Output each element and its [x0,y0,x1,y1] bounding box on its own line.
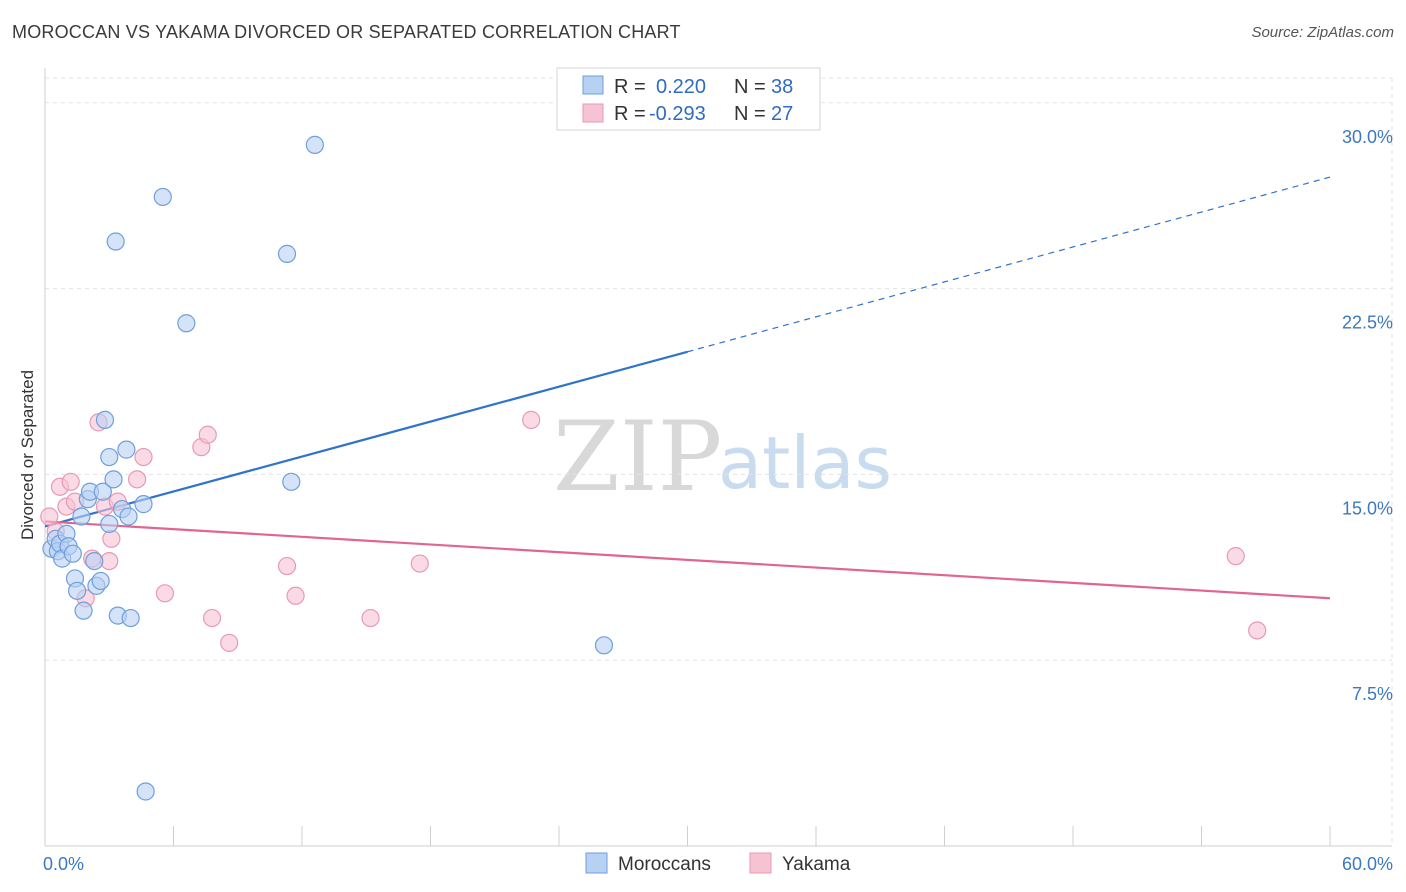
bottom-legend-swatch-yakama [749,852,772,874]
legend-n-label-1: N = [734,76,766,98]
yakama-point [361,608,380,628]
moroccans-point [121,608,140,628]
trend-line-yakama [44,520,1331,600]
moroccans-point [74,601,93,620]
moroccans-point [305,135,324,154]
moroccans-point [136,782,155,801]
legend-r-value-1: 0.220 [656,76,706,98]
bottom-legend-yakama: Yakama [782,854,851,875]
yakama-point [155,584,175,603]
moroccans-point [134,495,153,514]
yakama-point [522,410,541,429]
yakama-point [277,556,297,576]
moroccans-point [85,551,104,571]
yakama-point [127,470,147,489]
grid-lines [45,77,1393,846]
x-tick-label-min: 0.0% [43,854,84,874]
legend-swatch-moroccans [582,75,604,95]
x-tick-labels: 0.0% 60.0% [43,854,1393,874]
legend-n-value-1: 38 [771,76,793,98]
moroccans-point [95,410,115,429]
y-tick-label: 15.0% [1342,498,1393,518]
yakama-point [61,472,80,491]
moroccans-point [177,314,196,333]
trend-line-extension-moroccans [687,176,1331,353]
y-axis-label: Divorced or Separated [18,370,37,540]
moroccans-point [594,636,614,655]
yakama-point [1248,621,1267,640]
yakama-point [102,529,121,548]
yakama-point [220,633,239,652]
y-tick-label: 30.0% [1342,127,1393,147]
y-tick-label: 22.5% [1342,313,1393,333]
data-points [40,135,1267,801]
x-tick-label-max: 60.0% [1342,854,1393,874]
moroccans-point [91,571,110,591]
yakama-point [410,554,429,573]
bottom-legend-moroccans: Moroccans [618,854,711,875]
legend-r-value-2: -0.293 [649,103,706,125]
moroccans-point [104,470,123,489]
series-legend: Moroccans Yakama [585,852,851,875]
legend-r-label-2: R = [614,103,646,125]
yakama-point [1226,547,1245,566]
y-tick-label: 7.5% [1352,684,1393,704]
y-tick-labels: 7.5% 15.0% 22.5% 30.0% [1342,127,1393,704]
watermark-atlas: atlas [718,421,892,505]
legend-n-label-2: N = [734,103,766,125]
trend-line-moroccans [44,350,688,528]
moroccans-point [119,507,138,526]
legend-n-value-2: 27 [771,103,793,125]
bottom-legend-swatch-moroccans [585,852,608,874]
moroccans-point [153,187,172,207]
yakama-point [134,447,153,467]
watermark-zip: ZIP [553,401,722,513]
moroccans-point [117,440,136,459]
moroccans-point [72,507,91,526]
correlation-legend: R = 0.220 N = 38 R = -0.293 N = 27 [556,67,821,131]
axes [44,68,1392,847]
moroccans-point [100,447,119,467]
moroccans-point [68,581,87,600]
trend-lines [44,176,1331,600]
moroccans-point [282,472,301,491]
moroccans-point [63,544,82,563]
chart-title: MOROCCAN VS YAKAMA DIVORCED OR SEPARATED… [12,22,681,42]
yakama-point [198,425,217,444]
yakama-point [286,586,305,605]
legend-swatch-yakama [582,103,604,123]
yakama-point [202,608,222,628]
moroccans-point [93,482,112,501]
moroccans-point [106,232,125,251]
moroccans-point [277,244,297,263]
source-label: Source: ZipAtlas.com [1251,24,1394,41]
legend-r-label-1: R = [614,76,646,98]
moroccans-point [100,514,119,534]
